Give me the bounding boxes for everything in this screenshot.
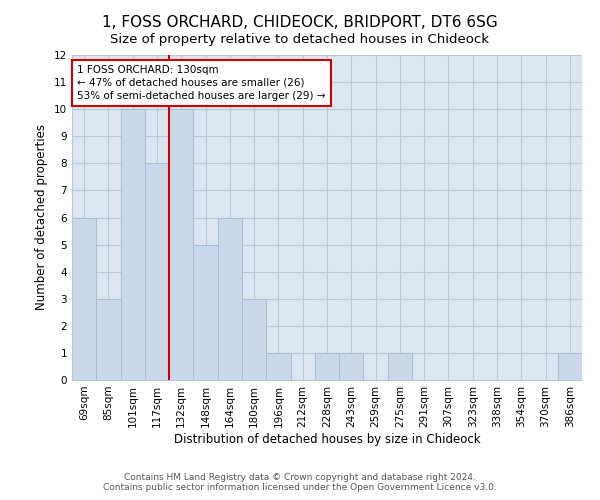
Bar [218,218,242,380]
Text: 1, FOSS ORCHARD, CHIDEOCK, BRIDPORT, DT6 6SG: 1, FOSS ORCHARD, CHIDEOCK, BRIDPORT, DT6… [102,15,498,30]
Bar [339,353,364,380]
Bar [72,218,96,380]
Bar [242,298,266,380]
Bar [315,353,339,380]
Bar [388,353,412,380]
Text: Size of property relative to detached houses in Chideock: Size of property relative to detached ho… [110,32,490,46]
Bar [96,298,121,380]
Text: Contains HM Land Registry data © Crown copyright and database right 2024.
Contai: Contains HM Land Registry data © Crown c… [103,473,497,492]
Bar [169,109,193,380]
Text: 1 FOSS ORCHARD: 130sqm
← 47% of detached houses are smaller (26)
53% of semi-det: 1 FOSS ORCHARD: 130sqm ← 47% of detached… [77,64,326,101]
Bar [121,109,145,380]
Bar [193,244,218,380]
X-axis label: Distribution of detached houses by size in Chideock: Distribution of detached houses by size … [173,432,481,446]
Bar [558,353,582,380]
Y-axis label: Number of detached properties: Number of detached properties [35,124,49,310]
Bar [266,353,290,380]
Bar [145,164,169,380]
